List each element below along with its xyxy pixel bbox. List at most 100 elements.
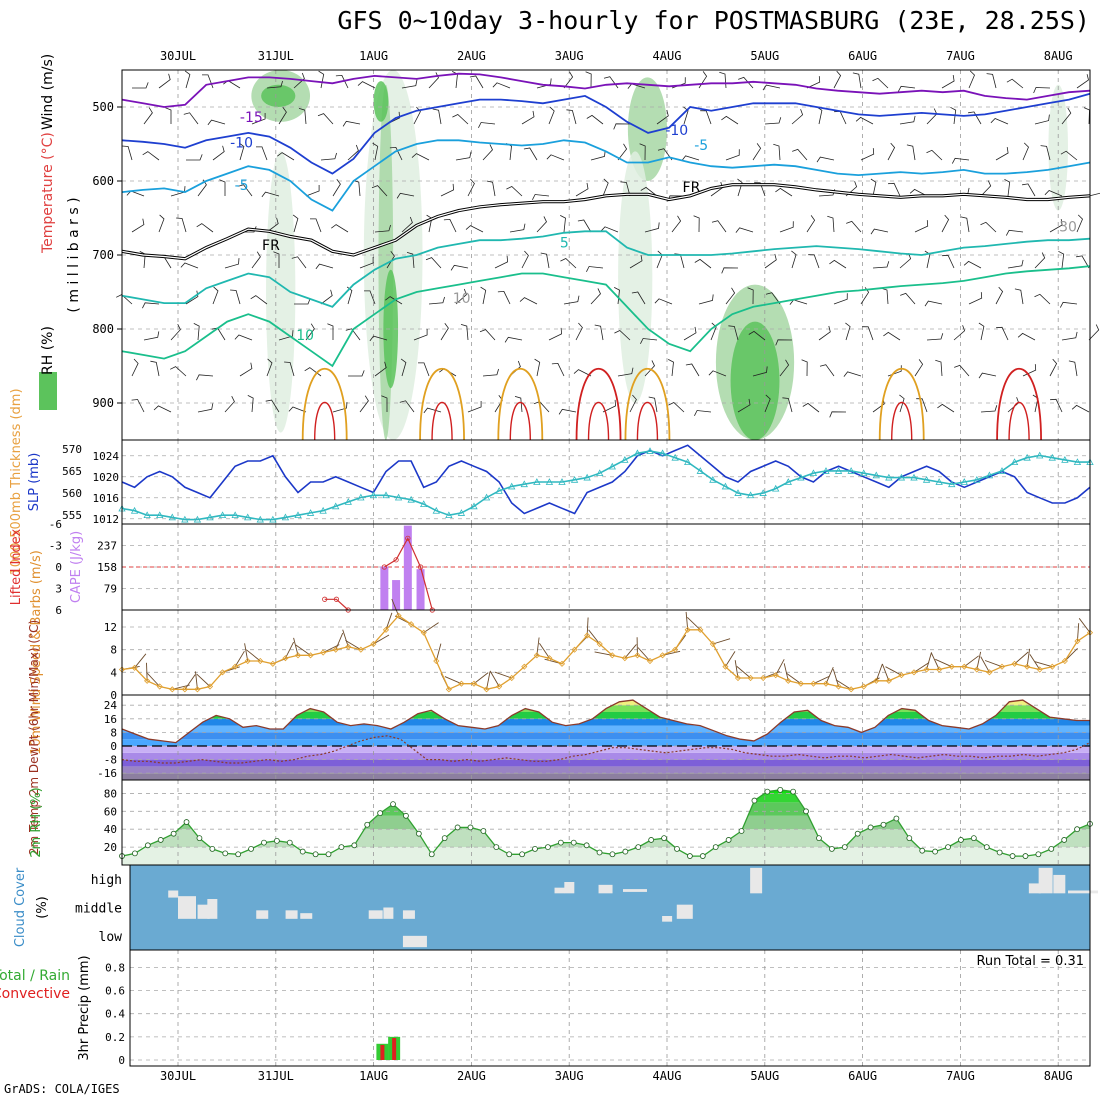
wind-barb xyxy=(816,106,823,125)
contour-label: -10 xyxy=(665,123,688,139)
wind10-barb xyxy=(1026,648,1031,667)
wind-barb xyxy=(657,148,673,161)
wind10-marker xyxy=(206,683,214,690)
rh-marker xyxy=(261,839,267,846)
wind-barb xyxy=(170,366,187,377)
wind-barb xyxy=(540,252,550,269)
wind10-barb xyxy=(976,651,982,670)
wind-barb xyxy=(708,370,727,377)
contour-label: -10 xyxy=(230,136,253,152)
wind-barb xyxy=(644,222,660,233)
wind10-marker xyxy=(257,657,264,665)
wind-barb xyxy=(906,144,916,161)
temp-band xyxy=(122,700,1090,706)
thickness-marker xyxy=(922,475,931,483)
wind10-marker xyxy=(835,683,842,690)
wind10-marker xyxy=(307,652,314,659)
wind-barb xyxy=(725,287,736,305)
wind-barb xyxy=(563,295,580,305)
wind-barb xyxy=(791,109,804,125)
wind-barb xyxy=(266,217,279,233)
wind-barb xyxy=(926,149,943,161)
wind-barb xyxy=(862,326,874,341)
wind10-marker xyxy=(445,686,452,693)
wind-barb xyxy=(968,111,982,125)
wind-barb xyxy=(401,216,413,233)
wind-barb xyxy=(346,286,353,305)
wind10-barb xyxy=(489,670,500,687)
wind-barb xyxy=(359,395,369,413)
temp-tick-label: 24 xyxy=(104,699,118,712)
wind-barb xyxy=(237,184,253,197)
wind10-marker xyxy=(973,666,980,673)
wind-barb xyxy=(509,223,526,233)
wind-barb xyxy=(234,334,253,341)
wind10-marker xyxy=(194,686,201,693)
warm-contour-inner xyxy=(587,402,610,441)
x-tick-label-bottom: 2AUG xyxy=(457,1069,486,1083)
wind-barb xyxy=(899,394,905,413)
wind-barb xyxy=(1049,358,1058,377)
wind-barb xyxy=(792,148,808,161)
wind-barb xyxy=(277,152,295,161)
wind-barb xyxy=(698,294,714,305)
x-tick-label-bottom: 5AUG xyxy=(750,1069,779,1083)
wind-barb xyxy=(629,394,637,413)
wind-barb xyxy=(142,302,160,309)
wind-barb xyxy=(954,364,970,377)
lifted-index-marker xyxy=(417,564,424,570)
wind-barb xyxy=(142,151,160,161)
thickness-marker xyxy=(746,491,755,499)
wind-barb xyxy=(935,359,943,377)
wind-barb xyxy=(754,182,766,197)
wind-barb xyxy=(963,260,982,269)
wind-barb xyxy=(369,335,388,342)
contour-label: -15 xyxy=(240,110,263,126)
wind10-barb xyxy=(391,598,399,616)
wind-barb xyxy=(1034,252,1046,269)
rh-marker xyxy=(674,845,680,852)
cloud-patch xyxy=(285,910,298,919)
wind-barb xyxy=(230,289,241,305)
rh-marker xyxy=(712,844,719,851)
wind-barb xyxy=(629,254,643,269)
wind-barb xyxy=(668,359,674,377)
wind-barb xyxy=(560,215,566,233)
wind10-marker xyxy=(1086,629,1094,636)
ua-ylabel-group: RH (%) Temperature (°C) Wind (m/s) xyxy=(39,54,57,410)
wind10-marker xyxy=(898,672,905,679)
rh-marker xyxy=(557,839,564,846)
wind-barb xyxy=(432,108,442,125)
wind-barb xyxy=(764,253,777,269)
wind-barb xyxy=(492,82,511,89)
wind10-marker xyxy=(294,652,302,659)
slp-tick-label: 1024 xyxy=(93,450,120,463)
thickness-tick-label: 570 xyxy=(62,443,82,456)
wind-barb xyxy=(951,157,970,164)
wind-barb xyxy=(801,359,808,377)
wind-barb xyxy=(224,396,235,413)
wind10-barb xyxy=(1078,618,1091,633)
wind10-barb xyxy=(1029,654,1041,670)
wind10-marker xyxy=(496,683,503,690)
rh-marker xyxy=(415,830,422,837)
lifted-index-line xyxy=(384,536,433,611)
wind-barb xyxy=(345,328,361,341)
wind10-marker xyxy=(470,680,478,687)
wind-barb xyxy=(764,394,771,413)
wind10-marker xyxy=(684,626,691,633)
rh-marker xyxy=(506,851,513,858)
lifted-index-marker xyxy=(405,535,411,541)
wind-barb xyxy=(738,76,754,89)
wind-barb xyxy=(843,371,862,377)
x-tick-label-top: 30JUL xyxy=(160,49,196,63)
wind-barb xyxy=(937,403,955,413)
temp-band xyxy=(122,773,1090,780)
panel-frame-slp xyxy=(121,439,1091,525)
wind-barb xyxy=(860,148,875,161)
precip-conv-label: Convective xyxy=(0,986,70,1002)
wind10-marker xyxy=(169,686,176,693)
wind-barb xyxy=(1033,87,1051,94)
rh-marker xyxy=(1022,853,1029,859)
thickness-marker xyxy=(332,502,340,510)
